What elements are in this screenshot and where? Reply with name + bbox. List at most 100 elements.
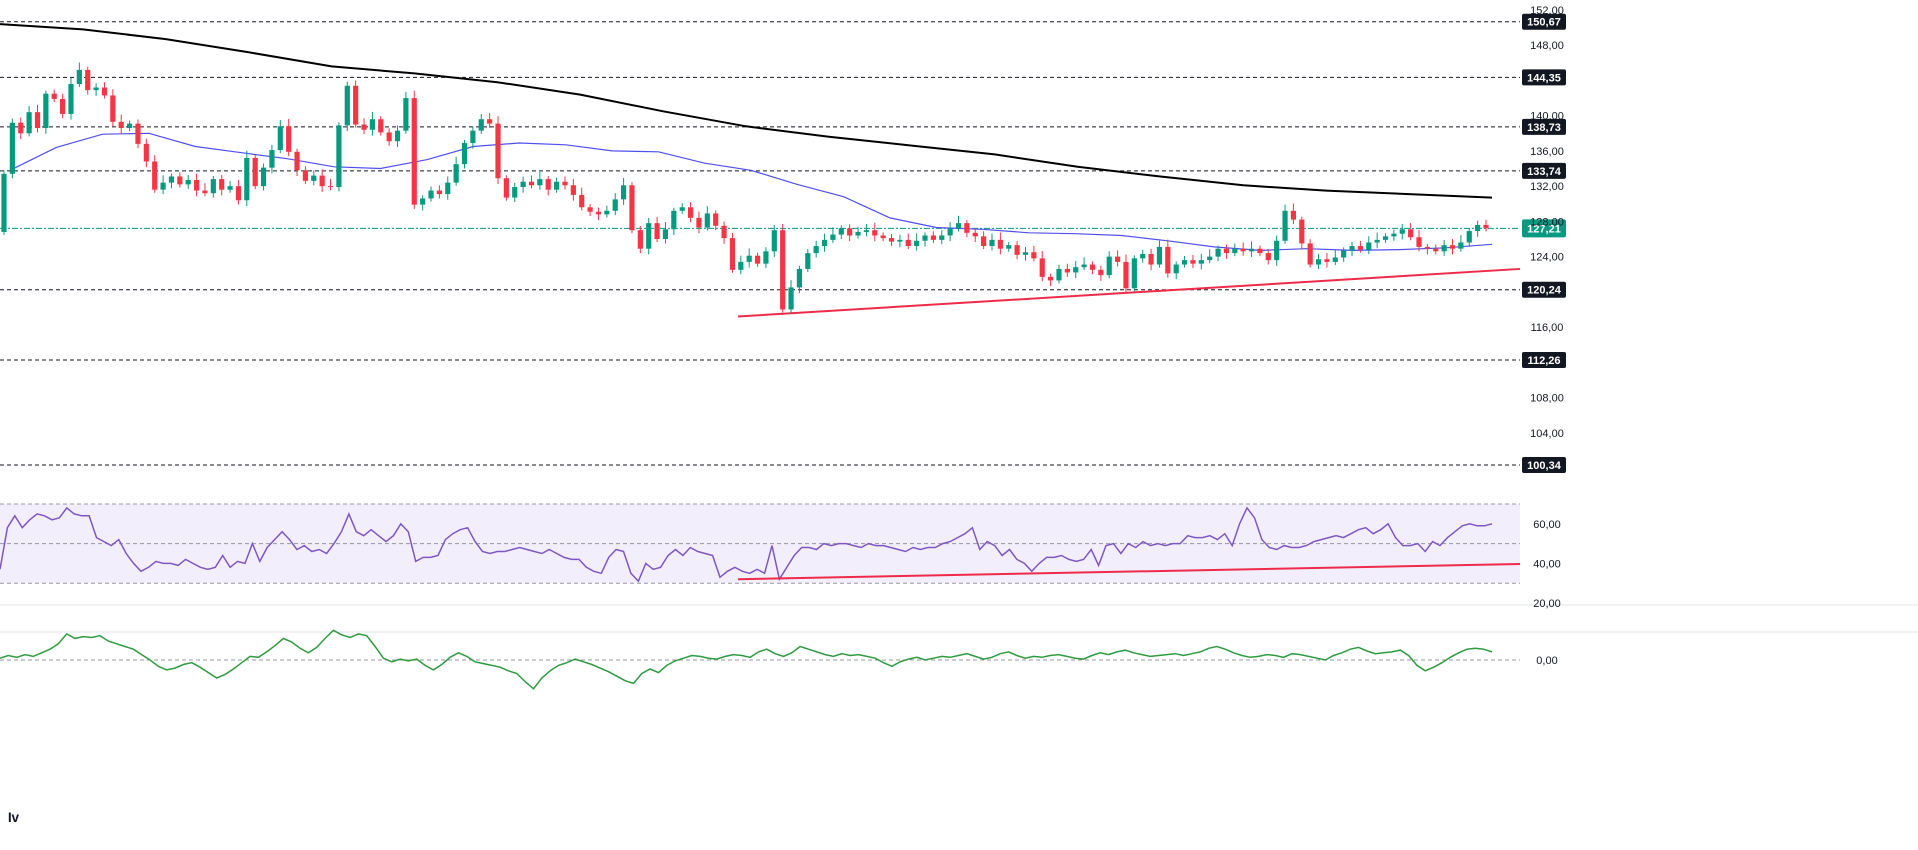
price-tick-label: 152,00 bbox=[1530, 5, 1564, 17]
candle-body bbox=[1022, 252, 1029, 255]
candle-body bbox=[713, 213, 719, 226]
price-axis: 150,67 144,35 138,73 133,74 120,24 112,26 100,… bbox=[1522, 5, 1566, 473]
price-tick-label: 116,00 bbox=[1531, 322, 1564, 334]
candle-body bbox=[319, 175, 325, 187]
candle-body bbox=[612, 199, 618, 211]
candle-body bbox=[487, 119, 493, 124]
candle-body bbox=[1114, 256, 1121, 262]
candle-body bbox=[1483, 224, 1489, 229]
candle-body bbox=[997, 239, 1003, 249]
last-price-badge bbox=[1522, 219, 1566, 238]
candle-body bbox=[286, 126, 292, 152]
level-label: 120,24 bbox=[1527, 285, 1562, 297]
candle-body bbox=[721, 225, 727, 239]
candle-body bbox=[763, 251, 769, 264]
candle-body bbox=[604, 210, 610, 215]
candle-body bbox=[478, 119, 484, 131]
candle-body bbox=[1341, 250, 1347, 258]
rsi-tick-label: 60,00 bbox=[1533, 519, 1561, 531]
candle-body bbox=[1156, 246, 1163, 265]
candle-body bbox=[1248, 248, 1255, 252]
candle-body bbox=[152, 161, 158, 190]
candle-body bbox=[470, 130, 476, 143]
candle-body bbox=[60, 98, 66, 114]
candle-body bbox=[1374, 239, 1380, 243]
candle-body bbox=[696, 217, 702, 228]
candle-body bbox=[1140, 253, 1146, 259]
candle-body bbox=[888, 238, 895, 242]
candle-body bbox=[1165, 246, 1171, 274]
rsi-trendline bbox=[737, 562, 1521, 581]
candle-body bbox=[1391, 233, 1397, 237]
last-price-label: 127,21 bbox=[1527, 223, 1561, 235]
candle-body bbox=[855, 231, 861, 236]
candle-body bbox=[646, 223, 652, 249]
candle-body bbox=[26, 112, 32, 134]
candle-body bbox=[461, 142, 468, 165]
candle-body bbox=[244, 157, 250, 201]
candle-body bbox=[637, 230, 643, 249]
candle-body bbox=[545, 179, 551, 190]
candle-body bbox=[1014, 245, 1020, 255]
candle-body bbox=[528, 181, 535, 186]
candle-body bbox=[219, 179, 225, 190]
price-tick-label: 140,00 bbox=[1530, 111, 1564, 123]
osc-line bbox=[0, 629, 1493, 690]
level-label: 100,34 bbox=[1527, 460, 1562, 472]
candle-body bbox=[1441, 245, 1447, 252]
candle-body bbox=[260, 167, 267, 187]
candle-body bbox=[302, 170, 309, 181]
level-badge bbox=[1522, 162, 1566, 179]
candle-body bbox=[503, 178, 509, 198]
candle-body bbox=[981, 236, 987, 247]
candle-body bbox=[420, 198, 426, 205]
candle-body bbox=[85, 69, 91, 91]
candle-body bbox=[1148, 253, 1154, 265]
tradingview-logo: ᴵᵛ bbox=[8, 810, 20, 832]
candle-body bbox=[914, 240, 920, 247]
level-label: 150,67 bbox=[1527, 17, 1561, 29]
candle-body bbox=[336, 125, 342, 188]
candle-body bbox=[1056, 268, 1062, 281]
candle-body bbox=[34, 112, 41, 129]
candle-body bbox=[520, 181, 526, 188]
candle-body bbox=[43, 93, 49, 129]
candle-body bbox=[327, 186, 334, 188]
candle-body bbox=[143, 143, 149, 162]
candle-body bbox=[76, 69, 82, 84]
candle-body bbox=[1215, 248, 1221, 257]
candle-body bbox=[93, 87, 99, 91]
oscillator-pane: 0,00 bbox=[0, 629, 1558, 690]
candle-body bbox=[1315, 259, 1322, 265]
candle-body bbox=[1282, 210, 1288, 241]
candle-body bbox=[101, 87, 108, 96]
candle-body bbox=[1048, 276, 1054, 281]
rsi-line bbox=[0, 506, 1493, 583]
candle-body bbox=[1098, 269, 1104, 276]
level-badge bbox=[1522, 69, 1566, 86]
candle-body bbox=[863, 230, 870, 232]
candle-body bbox=[964, 223, 970, 233]
candle-body bbox=[537, 179, 543, 186]
level-badge bbox=[1522, 281, 1566, 298]
candle-body bbox=[972, 232, 978, 237]
candle-body bbox=[160, 182, 166, 190]
candle-body bbox=[813, 246, 819, 254]
candle-body bbox=[554, 181, 560, 190]
candle-body bbox=[838, 228, 844, 235]
candle-body bbox=[620, 185, 627, 200]
candle-body bbox=[369, 119, 376, 130]
ma-long-line bbox=[0, 23, 1493, 199]
candle-body bbox=[654, 223, 660, 239]
candle-body bbox=[1466, 231, 1472, 243]
candle-body bbox=[235, 186, 242, 201]
candle-body bbox=[679, 207, 685, 211]
candle-body bbox=[378, 119, 384, 133]
candle-body bbox=[68, 83, 74, 114]
level-label: 133,74 bbox=[1527, 166, 1562, 178]
candle-body bbox=[1031, 252, 1037, 259]
candles-layer bbox=[1, 62, 1489, 314]
candle-body bbox=[1257, 248, 1263, 254]
candle-body bbox=[1198, 260, 1204, 264]
